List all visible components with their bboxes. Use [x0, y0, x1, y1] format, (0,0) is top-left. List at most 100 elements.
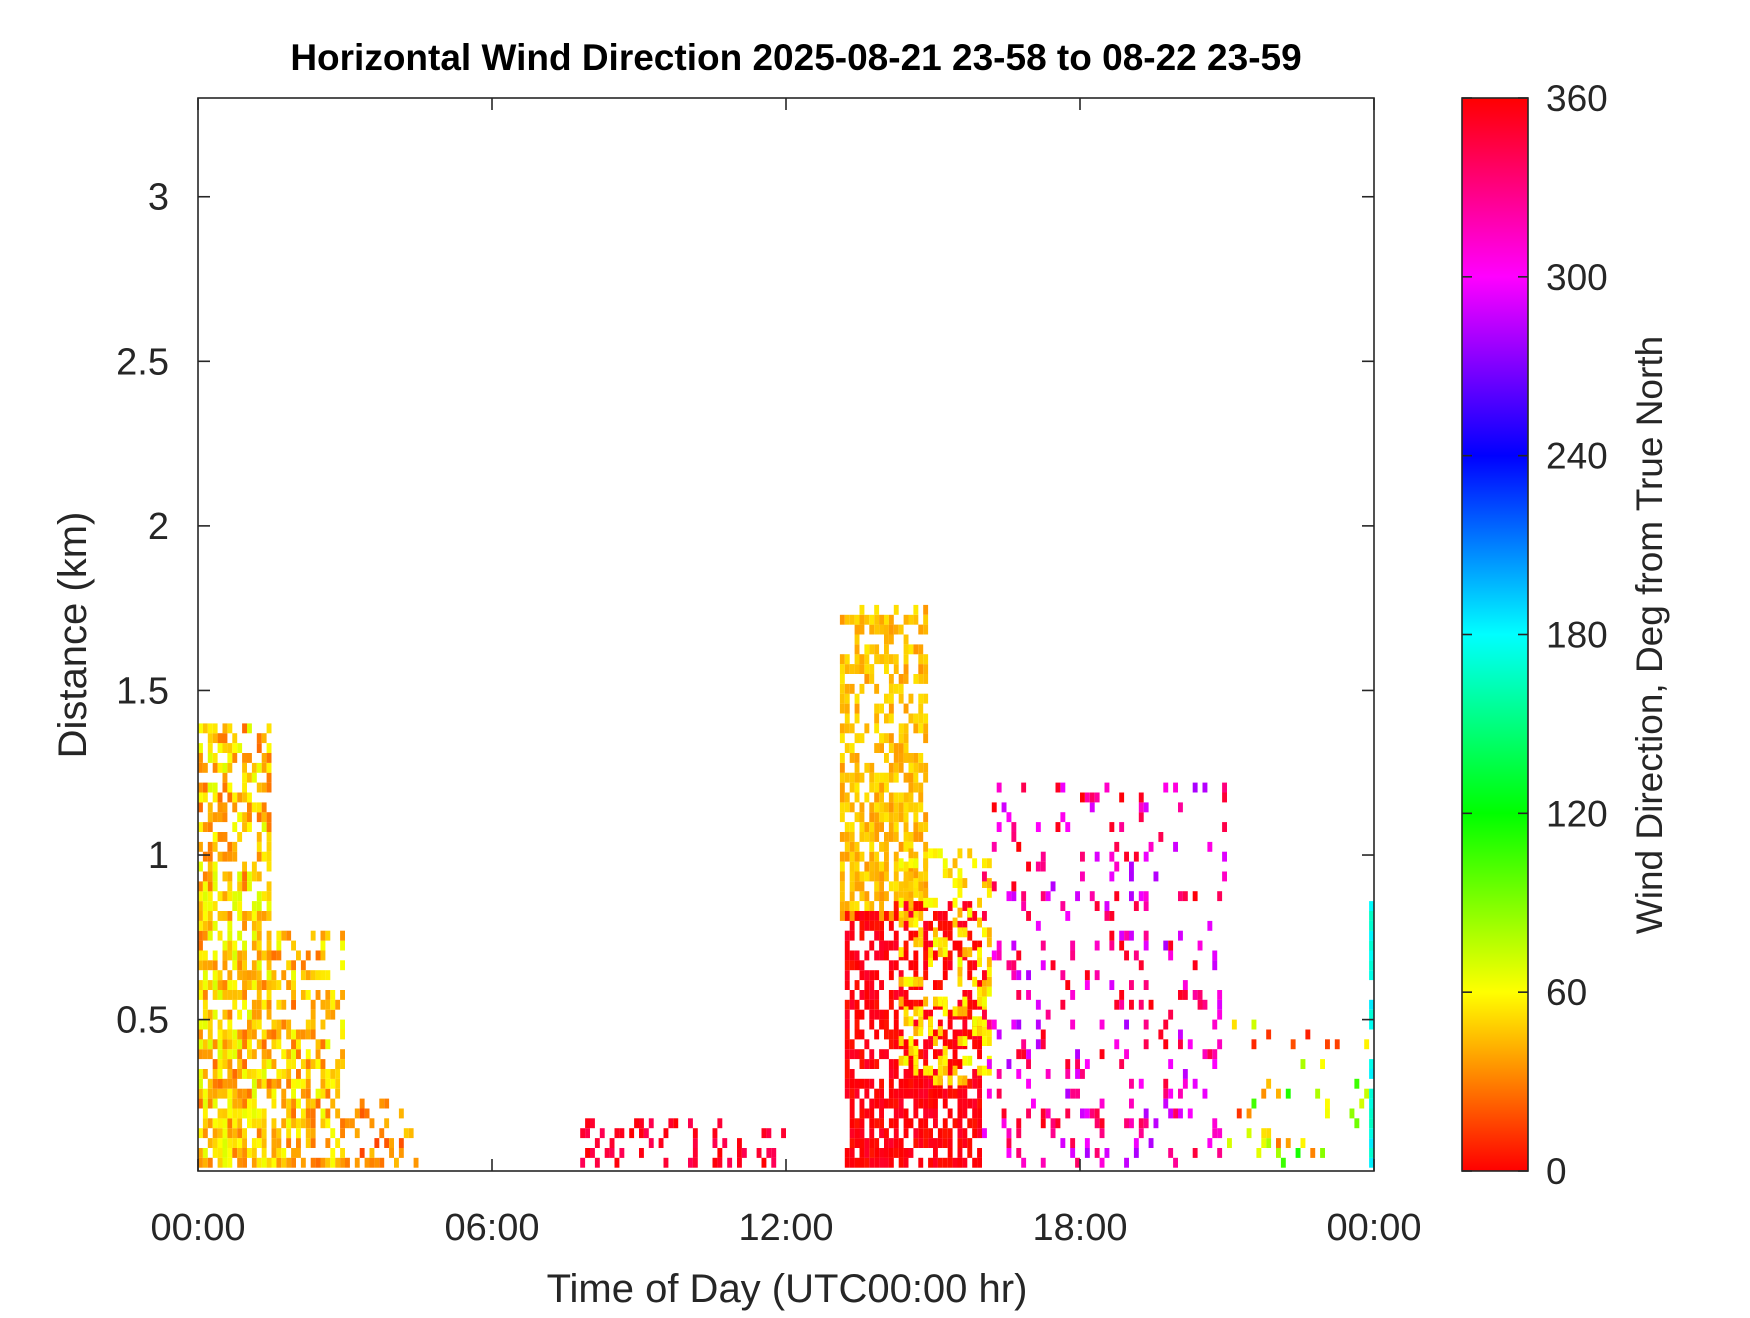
heatmap-cell	[923, 1108, 929, 1119]
heatmap-cell	[276, 950, 282, 961]
heatmap-cell	[227, 743, 233, 753]
heatmap-cell	[884, 733, 889, 744]
heatmap-cell	[648, 1118, 654, 1129]
heatmap-cell	[903, 614, 909, 625]
heatmap-cell	[928, 848, 933, 859]
heatmap-cell	[266, 950, 272, 961]
heatmap-cell	[977, 940, 982, 951]
heatmap-cell	[913, 871, 919, 882]
heatmap-cell	[374, 1138, 380, 1148]
heatmap-cell	[1124, 950, 1129, 961]
heatmap-cell	[884, 832, 889, 842]
heatmap-cell	[227, 1059, 233, 1069]
heatmap-cell	[888, 1069, 894, 1079]
heatmap-cell	[898, 693, 904, 704]
heatmap-cell	[888, 624, 894, 635]
heatmap-cell	[604, 1148, 610, 1158]
heatmap-cell	[242, 1069, 247, 1079]
heatmap-cell	[305, 1118, 311, 1129]
heatmap-cell	[893, 1098, 899, 1109]
heatmap-cell	[884, 693, 889, 704]
heatmap-cell	[888, 999, 894, 1010]
heatmap-cell	[330, 1128, 336, 1139]
heatmap-cell	[1168, 1108, 1174, 1119]
heatmap-cell	[839, 782, 845, 793]
heatmap-cell	[251, 1088, 257, 1099]
heatmap-cell	[918, 937, 924, 948]
heatmap-cells	[198, 604, 1374, 1168]
heatmap-cell	[330, 1148, 336, 1158]
heatmap-cell	[859, 1128, 865, 1139]
heatmap-cell	[1182, 891, 1188, 902]
heatmap-cell	[320, 1059, 326, 1069]
heatmap-cell	[903, 674, 909, 684]
heatmap-cell	[202, 782, 208, 793]
heatmap-cell	[256, 1078, 262, 1089]
heatmap-cell	[1369, 1157, 1374, 1168]
heatmap-cell	[251, 1078, 257, 1089]
heatmap-cell	[849, 999, 855, 1010]
heatmap-cell	[202, 871, 208, 882]
heatmap-cell	[839, 753, 845, 763]
heatmap-cell	[913, 887, 919, 898]
heatmap-cell	[918, 713, 924, 724]
heatmap-cell	[1035, 822, 1041, 832]
heatmap-cell	[908, 897, 914, 908]
heatmap-cell	[1207, 1138, 1213, 1148]
heatmap-cell	[879, 920, 884, 931]
heatmap-cell	[1065, 911, 1071, 921]
heatmap-cell	[1187, 1108, 1193, 1119]
heatmap-cell	[933, 980, 938, 990]
heatmap-cell	[893, 683, 899, 694]
heatmap-cell	[898, 1138, 904, 1148]
heatmap-cell	[271, 1138, 277, 1148]
heatmap-cell	[207, 1157, 213, 1168]
heatmap-cell	[1168, 1148, 1174, 1158]
heatmap-cell	[859, 683, 865, 694]
heatmap-cell	[874, 1088, 880, 1099]
heatmap-cell	[869, 1078, 875, 1089]
heatmap-cell	[237, 970, 243, 981]
heatmap-cell	[869, 644, 875, 655]
heatmap-cell	[849, 930, 855, 941]
heatmap-cell	[1021, 901, 1027, 911]
heatmap-cell	[908, 1036, 914, 1046]
heatmap-cell	[903, 1039, 909, 1050]
heatmap-cell	[996, 822, 1002, 832]
heatmap-cell	[864, 1088, 870, 1099]
heatmap-cell	[996, 782, 1002, 793]
heatmap-cell	[271, 1039, 277, 1050]
heatmap-cell	[251, 960, 257, 971]
heatmap-cell	[977, 1098, 982, 1109]
heatmap-cell	[266, 930, 272, 941]
heatmap-cell	[957, 1098, 963, 1109]
heatmap-cell	[884, 772, 889, 783]
heatmap-cell	[1178, 990, 1183, 1000]
heatmap-cell	[839, 664, 845, 674]
heatmap-cell	[1035, 1019, 1041, 1030]
heatmap-cell	[1045, 1009, 1051, 1020]
colorbar-tick-label: 120	[1546, 793, 1608, 834]
heatmap-cell	[1114, 841, 1120, 852]
heatmap-cell	[266, 832, 272, 842]
heatmap-cell	[1202, 1049, 1208, 1060]
heatmap-cell	[879, 792, 884, 803]
heatmap-cell	[247, 1108, 252, 1119]
heatmap-cell	[986, 1059, 992, 1069]
heatmap-cell	[692, 1128, 698, 1139]
heatmap-cell	[918, 822, 924, 832]
heatmap-cell	[232, 743, 238, 753]
heatmap-cell	[271, 1098, 277, 1109]
heatmap-cell	[996, 940, 1002, 951]
heatmap-cell	[310, 1118, 316, 1129]
heatmap-cell	[271, 1019, 277, 1030]
heatmap-cell	[320, 1039, 326, 1050]
heatmap-cell	[266, 1009, 272, 1020]
heatmap-cell	[1021, 782, 1027, 793]
heatmap-cell	[928, 940, 933, 951]
heatmap-cell	[849, 901, 855, 911]
heatmap-cell	[291, 1078, 296, 1089]
heatmap-cell	[952, 1049, 958, 1060]
heatmap-cell	[1178, 891, 1183, 902]
heatmap-cell	[198, 960, 203, 971]
